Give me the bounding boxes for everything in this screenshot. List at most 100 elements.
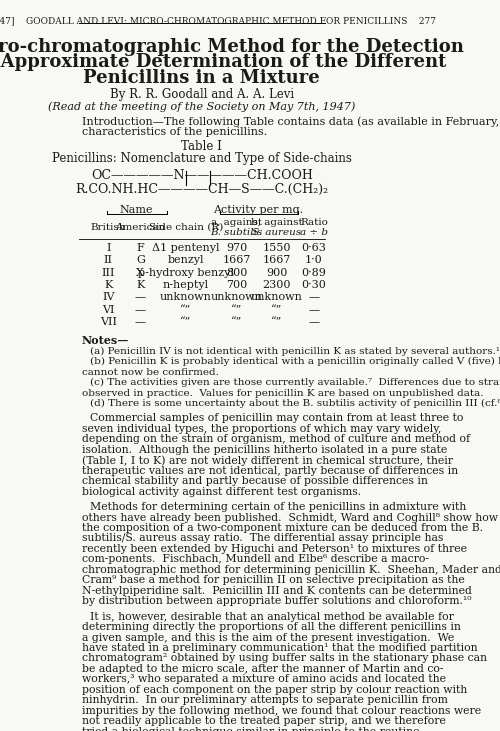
Text: Ratio: Ratio <box>300 218 328 227</box>
Text: cannot now be confirmed.: cannot now be confirmed. <box>82 368 218 376</box>
Text: 0·30: 0·30 <box>302 280 326 290</box>
Text: VI: VI <box>102 305 115 315</box>
Text: observed in practice.  Values for penicillin K are based on unpublished data.: observed in practice. Values for penicil… <box>82 389 483 398</box>
Text: others have already been published.  Schmidt, Ward and Coghill⁸ show how: others have already been published. Schm… <box>82 512 498 523</box>
Text: and Approximate Determination of the Different: and Approximate Determination of the Dif… <box>0 53 446 72</box>
Text: I: I <box>106 243 110 253</box>
Text: —: — <box>135 305 146 315</box>
Text: American: American <box>115 223 166 232</box>
Text: VII: VII <box>100 317 117 327</box>
Text: a given sample, and this is the aim of the present investigation.  We: a given sample, and this is the aim of t… <box>82 632 454 643</box>
Text: 1550: 1550 <box>262 243 291 253</box>
Text: 1·0: 1·0 <box>305 255 323 265</box>
Text: 0·89: 0·89 <box>302 268 326 278</box>
Text: depending on the strain of organism, method of culture and method of: depending on the strain of organism, met… <box>82 434 469 444</box>
Text: workers,³ who separated a mixture of amino acids and located the: workers,³ who separated a mixture of ami… <box>82 675 446 684</box>
Text: (a) Penicillin IV is not identical with penicillin K as stated by several author: (a) Penicillin IV is not identical with … <box>90 346 500 356</box>
Text: X: X <box>136 268 144 278</box>
Text: 1667: 1667 <box>222 255 250 265</box>
Text: tried a biological technique similar in principle to the routine: tried a biological technique similar in … <box>82 727 419 731</box>
Text: 900: 900 <box>266 268 287 278</box>
Text: recently been extended by Higuchi and Peterson¹ to mixtures of three: recently been extended by Higuchi and Pe… <box>82 544 466 554</box>
Text: 1667: 1667 <box>262 255 291 265</box>
Text: ninhydrin.  In our preliminary attempts to separate penicillin from: ninhydrin. In our preliminary attempts t… <box>82 695 448 705</box>
Text: a ÷ b: a ÷ b <box>300 227 328 237</box>
Text: —: — <box>308 292 320 303</box>
Text: determining directly the proportions of all the different penicillins in: determining directly the proportions of … <box>82 622 460 632</box>
Text: unknown: unknown <box>160 292 212 303</box>
Text: It is, however, desirable that an analytical method be available for: It is, however, desirable that an analyt… <box>90 612 454 621</box>
Text: By R. R. Goodall and A. A. Levi: By R. R. Goodall and A. A. Levi <box>110 88 294 101</box>
Text: (b) Penicillin K is probably identical with a penicillin originally called V (fi: (b) Penicillin K is probably identical w… <box>90 357 500 366</box>
Text: Commercial samples of penicillin may contain from at least three to: Commercial samples of penicillin may con… <box>90 414 463 423</box>
Text: chromatographic method for determining penicillin K.  Sheehan, Mader and: chromatographic method for determining p… <box>82 565 500 575</box>
Text: Notes—: Notes— <box>82 336 129 346</box>
Text: III: III <box>102 268 115 278</box>
Text: be adapted to the micro scale, after the manner of Martin and co-: be adapted to the micro scale, after the… <box>82 664 443 674</box>
Text: a, against: a, against <box>211 218 262 227</box>
Text: Penicillins in a Mixture: Penicillins in a Mixture <box>84 69 320 86</box>
Text: therapeutic values are not identical, partly because of differences in: therapeutic values are not identical, pa… <box>82 466 458 476</box>
Text: not readily applicable to the treated paper strip, and we therefore: not readily applicable to the treated pa… <box>82 716 446 727</box>
Text: Introduction—The following Table contains data (as available in February, 1947) : Introduction—The following Table contain… <box>82 116 500 126</box>
Text: b, against: b, against <box>250 218 302 227</box>
Text: by distribution between appropriate buffer solutions and chloroform.¹⁰: by distribution between appropriate buff… <box>82 596 471 606</box>
Text: A Micro-chromatographic Method for the Detection: A Micro-chromatographic Method for the D… <box>0 38 464 56</box>
Text: 970: 970 <box>226 243 247 253</box>
Text: N-ethylpiperidine salt.  Penicillin III and K contents can be determined: N-ethylpiperidine salt. Penicillin III a… <box>82 586 471 596</box>
Text: B. subtilis: B. subtilis <box>210 227 262 237</box>
Text: IV: IV <box>102 292 115 303</box>
Text: Methods for determining certain of the penicillins in admixture with: Methods for determining certain of the p… <box>90 502 466 512</box>
Text: Δ1 pentenyl: Δ1 pentenyl <box>152 243 220 253</box>
Text: chemical stability and partly because of possible differences in: chemical stability and partly because of… <box>82 477 428 486</box>
Text: benzyl: benzyl <box>168 255 204 265</box>
Text: OC—————N—————CH.COOH: OC—————N—————CH.COOH <box>91 169 312 181</box>
Text: position of each component on the paper strip by colour reaction with: position of each component on the paper … <box>82 685 467 695</box>
Text: —: — <box>135 292 146 303</box>
Text: (Read at the meeting of the Society on May 7th, 1947): (Read at the meeting of the Society on M… <box>48 102 356 113</box>
Text: K: K <box>104 280 112 290</box>
Text: 700: 700 <box>226 280 247 290</box>
Text: British: British <box>90 223 126 232</box>
Text: unknown: unknown <box>250 292 302 303</box>
Text: “”: “” <box>180 317 192 327</box>
Text: Name: Name <box>120 205 153 215</box>
Text: have stated in a preliminary communication¹ that the modified partition: have stated in a preliminary communicati… <box>82 643 477 653</box>
Text: (Table I, I to K) are not widely different in chemical structure, their: (Table I, I to K) are not widely differe… <box>82 455 452 466</box>
Text: —: — <box>308 317 320 327</box>
Text: n-heptyl: n-heptyl <box>162 280 209 290</box>
Text: characteristics of the penicillins.: characteristics of the penicillins. <box>82 126 267 137</box>
Text: biological activity against different test organisms.: biological activity against different te… <box>82 487 360 497</box>
Text: (d) There is some uncertainty about the B. subtilis activity of penicillin III (: (d) There is some uncertainty about the … <box>90 399 500 409</box>
Text: “”: “” <box>180 305 192 315</box>
Text: July, 1947]    GOODALL AND LEVI: MICRO-CHROMATOGRAPHIC METHOD FOR PENICILLINS   : July, 1947] GOODALL AND LEVI: MICRO-CHRO… <box>0 17 437 26</box>
Text: p-hydroxy benzyl: p-hydroxy benzyl <box>138 268 234 278</box>
Text: (c) The activities given are those currently available.⁷  Differences due to str: (c) The activities given are those curre… <box>90 378 500 387</box>
Text: chromatogram² obtained by using buffer salts in the stationary phase can: chromatogram² obtained by using buffer s… <box>82 654 486 664</box>
Text: com-ponents.  Fischbach, Mundell and Elbe⁶ describe a macro-: com-ponents. Fischbach, Mundell and Elbe… <box>82 554 428 564</box>
Text: the composition of a two-component mixture can be deduced from the B.: the composition of a two-component mixtu… <box>82 523 482 533</box>
Text: G: G <box>136 255 145 265</box>
Text: S. aureus: S. aureus <box>252 227 301 237</box>
Text: Cram⁹ base a method for penicillin II on selective precipitation as the: Cram⁹ base a method for penicillin II on… <box>82 575 464 586</box>
Text: isolation.  Although the penicillins hitherto isolated in a pure state: isolation. Although the penicillins hith… <box>82 445 447 455</box>
Text: “”: “” <box>271 317 282 327</box>
Text: F: F <box>136 243 144 253</box>
Text: —: — <box>135 317 146 327</box>
Text: impurities by the following method, we found that colour reactions were: impurities by the following method, we f… <box>82 706 480 716</box>
Text: K: K <box>136 280 144 290</box>
Text: Activity per mg.: Activity per mg. <box>213 205 303 215</box>
Text: Side chain (R): Side chain (R) <box>148 223 223 232</box>
Text: unknown: unknown <box>210 292 262 303</box>
Text: seven individual types, the proportions of which may vary widely,: seven individual types, the proportions … <box>82 424 441 434</box>
Text: 800: 800 <box>226 268 247 278</box>
Text: 2300: 2300 <box>262 280 291 290</box>
Text: —: — <box>308 305 320 315</box>
Text: Table I: Table I <box>182 140 222 153</box>
Text: R.CO.NH.HC————CH—S——C.(CH₂)₂: R.CO.NH.HC————CH—S——C.(CH₂)₂ <box>75 183 328 196</box>
Text: Penicillins: Nomenclature and Type of Side-chains: Penicillins: Nomenclature and Type of Si… <box>52 153 352 165</box>
Text: “”: “” <box>271 305 282 315</box>
Text: II: II <box>104 255 113 265</box>
Text: “”: “” <box>231 317 242 327</box>
Text: subtilis/S. aureus assay ratio.  The differential assay principle has: subtilis/S. aureus assay ratio. The diff… <box>82 534 443 543</box>
